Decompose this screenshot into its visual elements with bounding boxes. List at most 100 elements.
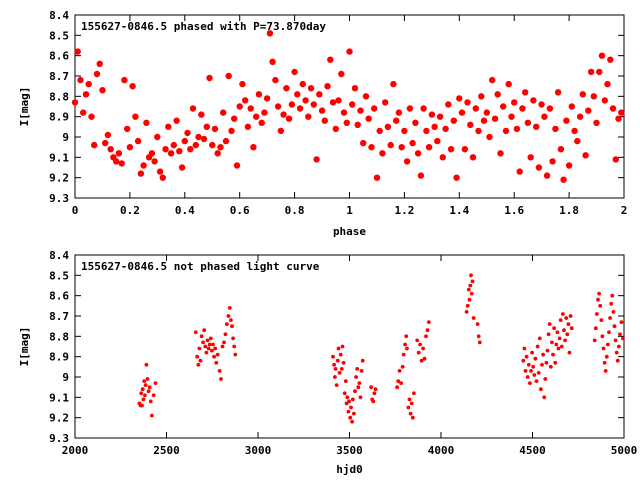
hjd-data-point <box>422 356 427 361</box>
phased-data-point <box>505 80 512 88</box>
hjd-data-point <box>469 291 474 296</box>
phased-data-point <box>398 144 405 151</box>
hjd-data-point <box>198 358 203 363</box>
hjd-data-point <box>612 324 617 329</box>
phased-data-point <box>535 164 543 171</box>
phased-data-point <box>453 174 460 181</box>
phased-data-point <box>436 113 444 120</box>
hjd-data-point <box>336 346 341 351</box>
phased-data-point <box>296 105 304 112</box>
phased-data-point <box>406 105 414 112</box>
phased-x-tick-label: 0.6 <box>230 204 250 217</box>
phased-data-point <box>272 76 279 84</box>
phased-data-point <box>222 137 230 145</box>
hjd-data-point <box>225 322 229 326</box>
hjd-data-point <box>211 342 215 347</box>
hjd-data-point <box>215 352 220 357</box>
phased-data-point <box>107 146 114 153</box>
phased-data-point <box>379 150 386 157</box>
phased-data-point <box>579 91 586 98</box>
phased-data-point <box>170 141 177 149</box>
phased-data-point <box>327 56 334 63</box>
hjd-data-point <box>535 344 540 349</box>
phased-data-point <box>253 113 260 120</box>
phased-y-axis-label: I[mag] <box>18 87 31 127</box>
phased-data-point <box>318 107 326 114</box>
hjd-data-point <box>470 279 475 284</box>
phased-data-point <box>530 97 537 104</box>
phased-data-point <box>395 109 403 116</box>
hjd-data-point <box>524 354 529 359</box>
phased-data-point <box>346 48 353 55</box>
hjd-data-point <box>568 314 573 318</box>
hjd-data-point <box>372 391 377 396</box>
hjd-data-point <box>465 303 470 308</box>
phased-data-point <box>527 154 534 161</box>
phased-data-point <box>277 127 285 135</box>
hjd-data-point <box>598 303 603 308</box>
hjd-data-point <box>523 369 528 373</box>
phased-data-point <box>113 158 120 165</box>
hjd-data-point <box>528 381 532 385</box>
phased-data-point <box>258 119 265 127</box>
hjd-y-tick-label: 9.2 <box>49 412 69 425</box>
phased-data-point <box>549 158 556 165</box>
phased-data-point <box>220 109 227 116</box>
phased-data-point <box>96 60 103 67</box>
hjd-data-point <box>207 342 212 347</box>
hjd-data-point <box>618 332 622 337</box>
phased-data-point <box>593 119 600 127</box>
phased-data-point <box>189 105 197 112</box>
hjd-data-point <box>607 330 611 335</box>
hjd-data-point <box>400 364 405 369</box>
phased-data-point <box>228 127 235 135</box>
hjd-data-point <box>526 362 531 367</box>
phased-data-point <box>173 117 180 124</box>
hjd-data-point <box>467 297 472 302</box>
phased-x-tick-label: 1.6 <box>504 204 524 217</box>
phased-data-point <box>483 109 490 116</box>
hjd-data-point <box>342 391 347 396</box>
hjd-data-point <box>338 352 343 357</box>
hjd-data-point <box>401 352 406 357</box>
hjd-data-point <box>530 350 534 355</box>
phased-data-point <box>472 105 479 112</box>
phased-data-point <box>565 162 573 169</box>
hjd-data-point <box>226 314 231 318</box>
phased-data-point <box>458 109 466 116</box>
hjd-data-point <box>371 399 376 404</box>
hjd-data-point <box>197 346 202 351</box>
phased-data-point <box>211 125 219 133</box>
hjd-data-point <box>469 273 473 278</box>
hjd-data-point <box>354 375 358 379</box>
hjd-data-point <box>334 383 339 387</box>
hjd-data-point <box>540 362 544 367</box>
phased-data-point <box>571 127 578 135</box>
hjd-x-tick-label: 4000 <box>428 444 455 457</box>
hjd-data-point <box>233 352 238 357</box>
hjd-data-point <box>615 358 620 363</box>
phased-data-point <box>176 148 183 155</box>
phased-data-point <box>294 91 301 98</box>
hjd-data-point <box>213 346 218 351</box>
phased-data-point <box>450 117 457 124</box>
phased-data-point <box>302 97 309 104</box>
phased-x-tick-label: 1.2 <box>394 204 414 217</box>
hjd-data-point <box>592 338 597 343</box>
hjd-data-point <box>525 375 530 379</box>
hjd-data-point <box>346 409 351 414</box>
phased-data-point <box>283 85 290 92</box>
hjd-data-point <box>563 338 567 343</box>
phased-data-point <box>596 68 603 76</box>
phased-data-point <box>313 156 320 163</box>
hjd-data-point <box>333 367 338 371</box>
hjd-data-point <box>230 324 234 329</box>
phased-data-point <box>209 141 216 149</box>
phased-data-point <box>206 74 213 82</box>
phased-data-point <box>351 85 359 92</box>
hjd-data-point <box>353 389 357 394</box>
phased-data-point <box>156 168 164 175</box>
phased-data-point <box>461 146 468 153</box>
phased-data-point <box>522 89 529 96</box>
phased-data-point <box>390 80 397 88</box>
